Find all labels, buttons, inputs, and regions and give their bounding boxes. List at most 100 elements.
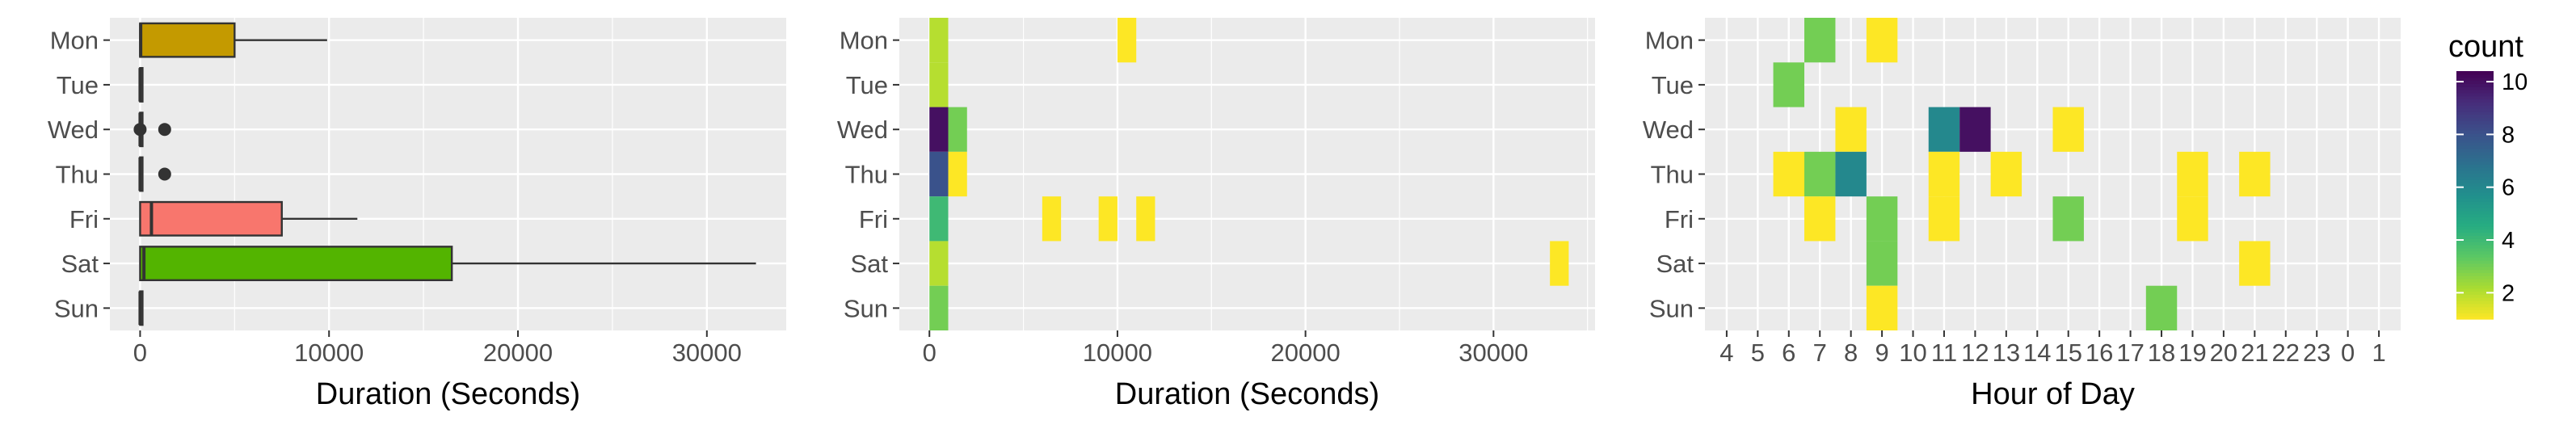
legend-color-step (2456, 90, 2494, 94)
legend: count 2 4 6 8 10 (2448, 30, 2528, 320)
box-outlier-wed-1 (158, 123, 171, 137)
p3-cell-thu-21 (2239, 151, 2271, 197)
legend-color-step (2456, 195, 2494, 199)
box-outlier-thu-0 (158, 167, 171, 181)
legend-color-step (2456, 204, 2494, 208)
p3-cell-wed-8 (1835, 107, 1867, 152)
p1-y-tick-label-sat: Sat (61, 250, 99, 278)
legend-color-step (2456, 102, 2494, 106)
legend-color-step (2456, 247, 2494, 252)
p3-x-tick-label-18: 18 (2148, 339, 2175, 367)
p2-cell-sun-0 (929, 285, 949, 330)
legend-color-step (2456, 257, 2494, 261)
legend-color-step (2456, 303, 2494, 308)
legend-color-step (2456, 105, 2494, 109)
p3-x-tick-label-20: 20 (2210, 339, 2237, 367)
p3-cell-sun-9 (1866, 285, 1898, 330)
p3-y-tick-label-tue: Tue (1652, 71, 1694, 99)
p3-x-tick-label-7: 7 (1813, 339, 1827, 367)
p3-cell-sat-21 (2239, 241, 2271, 286)
legend-color-step (2456, 269, 2494, 274)
p1-x-tick-label-30000: 30000 (672, 339, 742, 367)
legend-color-step (2456, 80, 2494, 84)
legend-color-step (2456, 185, 2494, 190)
legend-color-step (2456, 291, 2494, 295)
p2-x-tick-label-30000: 30000 (1458, 339, 1528, 367)
box-mon (139, 22, 236, 58)
p3-x-tick-label-0: 0 (2341, 339, 2355, 367)
legend-color-step (2456, 136, 2494, 141)
legend-color-step (2456, 166, 2494, 171)
p3-cell-thu-7 (1804, 151, 1836, 197)
legend-color-step (2456, 272, 2494, 276)
legend-color-step (2456, 124, 2494, 128)
p2-cell-tue-0 (929, 62, 949, 107)
p2-cell-mon-10000 (1117, 18, 1137, 63)
box-outlier-wed-0 (133, 123, 147, 137)
legend-color-step (2456, 92, 2494, 97)
legend-title: count (2448, 30, 2523, 64)
p1-y-tick-label-tue: Tue (57, 71, 99, 99)
p2-cell-sat-0 (929, 241, 949, 286)
box-sat (139, 246, 453, 282)
legend-color-step (2456, 142, 2494, 146)
p3-cell-sun-18 (2145, 285, 2178, 330)
legend-color-step (2456, 229, 2494, 233)
p1-y-tick-label-mon: Mon (50, 27, 99, 55)
p3-x-tick-label-14: 14 (2023, 339, 2051, 367)
legend-color-step (2456, 210, 2494, 215)
box-fri (139, 200, 283, 237)
p2-x-axis-title: Duration (Seconds) (1115, 377, 1379, 411)
legend-color-step (2456, 183, 2494, 187)
legend-color-step (2456, 117, 2494, 121)
legend-color-step (2456, 86, 2494, 90)
p3-cell-fri-7 (1804, 196, 1836, 242)
legend-color-step (2456, 207, 2494, 212)
p2-y-tick-label-tue: Tue (846, 71, 888, 99)
legend-color-step (2456, 275, 2494, 280)
p3-y-tick-label-thu: Thu (1651, 161, 1694, 189)
p2-cell-thu-1000 (948, 151, 967, 197)
p2-cell-fri-11000 (1136, 196, 1155, 242)
legend-tick-label-10: 10 (2502, 69, 2528, 95)
p2-cell-sat-33000 (1550, 241, 1569, 286)
p3-cell-wed-12 (1959, 107, 1991, 152)
legend-color-step (2456, 127, 2494, 131)
p3-x-tick-label-4: 4 (1719, 339, 1733, 367)
p2-x-tick-label-20000: 20000 (1271, 339, 1341, 367)
p3-cell-fri-9 (1866, 196, 1898, 242)
legend-color-step (2456, 260, 2494, 264)
legend-color-step (2456, 114, 2494, 119)
legend-color-step (2456, 201, 2494, 205)
p3-x-tick-label-12: 12 (1961, 339, 1989, 367)
legend-color-step (2456, 220, 2494, 224)
legend-color-step (2456, 250, 2494, 255)
legend-color-step (2456, 217, 2494, 221)
p1-x-tick-label-20000: 20000 (483, 339, 553, 367)
p3-y-tick-label-fri: Fri (1665, 205, 1694, 233)
legend-tick-label-2: 2 (2502, 280, 2515, 306)
p3-cell-mon-9 (1866, 18, 1898, 63)
p3-x-tick-label-15: 15 (2054, 339, 2081, 367)
p3-x-tick-label-19: 19 (2178, 339, 2206, 367)
legend-color-step (2456, 164, 2494, 168)
legend-color-step (2456, 99, 2494, 103)
legend-color-step (2456, 279, 2494, 283)
legend-color-step (2456, 198, 2494, 202)
legend-color-step (2456, 225, 2494, 230)
legend-color-step (2456, 188, 2494, 193)
p3-cell-fri-15 (2052, 196, 2084, 242)
legend-color-step (2456, 313, 2494, 317)
legend-color-step (2456, 263, 2494, 267)
p3-cell-fri-11 (1928, 196, 1960, 242)
p3-y-tick-label-sun: Sun (1649, 294, 1694, 322)
legend-color-step (2456, 108, 2494, 112)
legend-color-step (2456, 77, 2494, 82)
p3-y-tick-label-mon: Mon (1645, 27, 1694, 55)
p3-cell-thu-6 (1773, 151, 1804, 197)
p2-y-tick-label-thu: Thu (845, 161, 888, 189)
p3-cell-thu-13 (1990, 151, 2022, 197)
p3-x-tick-label-21: 21 (2241, 339, 2268, 367)
p2-y-tick-label-mon: Mon (840, 27, 888, 55)
